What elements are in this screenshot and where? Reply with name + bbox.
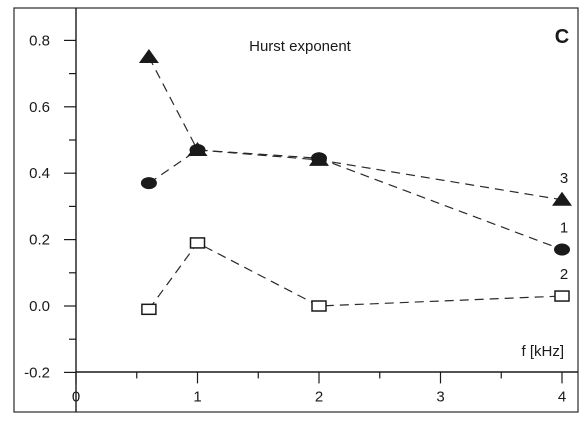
- x-tick-label: 2: [315, 388, 323, 405]
- y-tick-label: -0.2: [24, 364, 50, 381]
- series-1-line: [148, 149, 563, 251]
- series-2-point: [141, 303, 157, 316]
- series-markers: [138, 49, 572, 316]
- y-tick-label: 0.4: [29, 165, 50, 182]
- y-tick-label: 0.8: [29, 32, 50, 49]
- series-2-line: [148, 242, 563, 310]
- series-3-line: [148, 56, 563, 201]
- x-axis-title: f [kHz]: [521, 343, 564, 360]
- x-tick-label: 0: [72, 388, 80, 405]
- panel-label: C: [555, 26, 569, 48]
- series-3-point: [552, 191, 572, 206]
- series-2-point: [554, 290, 570, 302]
- series-1-label: 1: [560, 220, 568, 237]
- series-1-point: [554, 243, 570, 256]
- series-1-point: [140, 177, 157, 190]
- series-3-label: 3: [560, 170, 568, 187]
- series-2-label: 2: [560, 266, 568, 283]
- x-tick-label: 3: [436, 388, 444, 405]
- series-3-point: [138, 49, 159, 63]
- series-2-point: [189, 237, 206, 249]
- axis-ticks: 0 1 2 3 4 -0.2 0.0 0.2 0.4 0.6 0.8: [24, 32, 566, 405]
- y-tick-label: 0.0: [29, 298, 50, 315]
- plot-frame: [13, 7, 579, 413]
- series-lines: [148, 56, 563, 310]
- series-3-point: [309, 151, 329, 166]
- y-tick-label: 0.6: [29, 99, 50, 116]
- series-2-point: [311, 300, 327, 312]
- series-labels: 1 2 3: [560, 170, 568, 283]
- chart-title: Hurst exponent: [249, 38, 352, 55]
- x-tick-label: 1: [193, 388, 201, 405]
- y-tick-label: 0.2: [29, 232, 50, 249]
- series-3-point: [187, 141, 208, 156]
- x-tick-label: 4: [558, 388, 566, 405]
